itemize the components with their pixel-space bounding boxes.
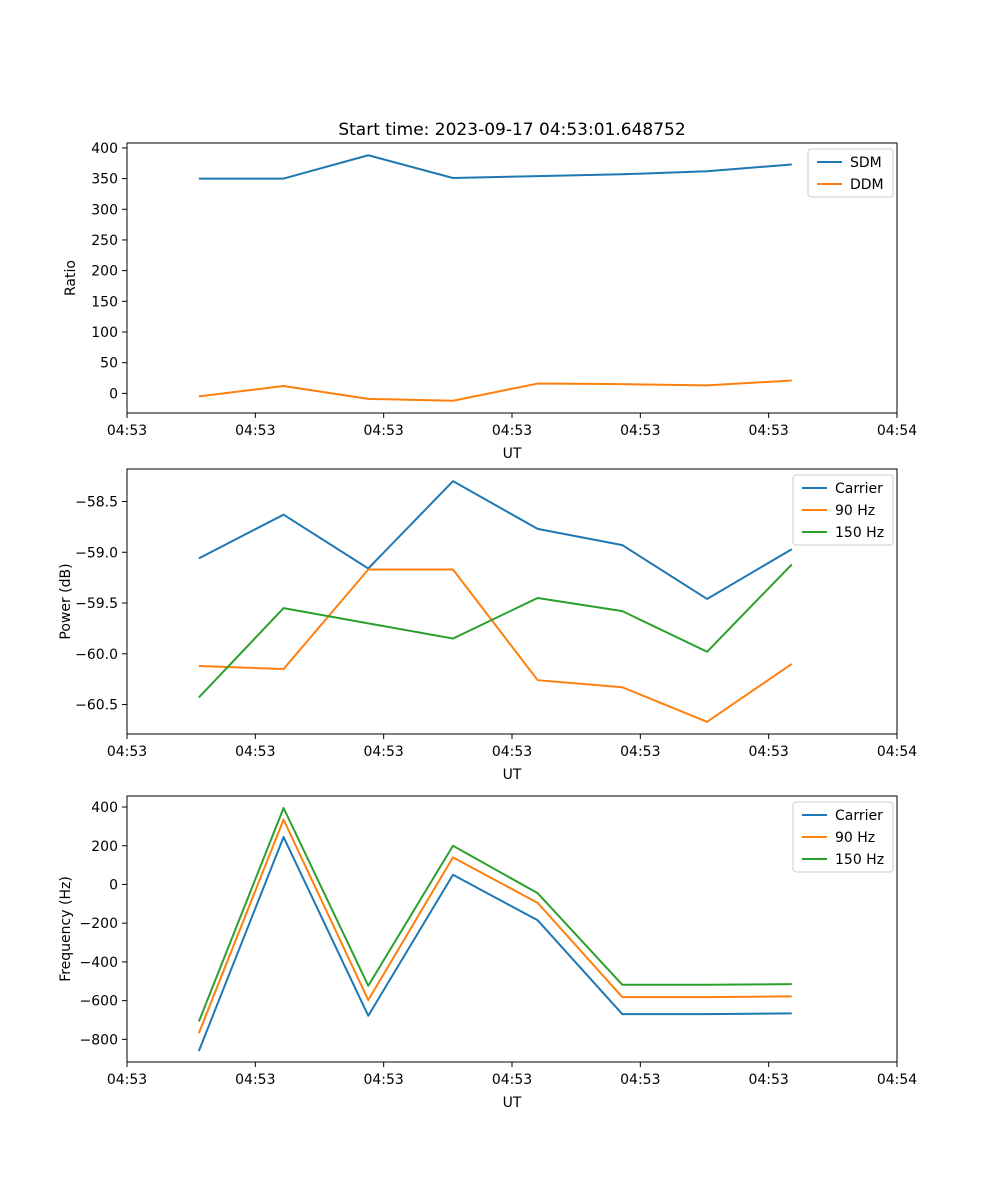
- x-tick-label: 04:53: [748, 744, 788, 760]
- figure-title: Start time: 2023-09-17 04:53:01.648752: [338, 120, 686, 140]
- x-tick-label: 04:53: [748, 423, 788, 439]
- x-tick-label: 04:54: [877, 744, 917, 760]
- legend-label: DDM: [850, 177, 884, 193]
- x-tick-label: 04:53: [620, 423, 660, 439]
- legend-label: Carrier: [835, 808, 883, 824]
- legend-box: [792, 801, 894, 873]
- y-tick-label: −59.0: [75, 545, 118, 561]
- legend-label: Carrier: [835, 481, 883, 497]
- y-tick-label: 0: [109, 386, 118, 402]
- y-tick-label: −200: [80, 916, 118, 932]
- ratio-chart: 04:53 04:53 04:53 04:53 04:53 04:53 04:54 0 50 10…: [63, 141, 917, 462]
- x-axis-label: UT: [503, 1095, 522, 1111]
- legend-label: 90 Hz: [835, 503, 875, 519]
- x-tick-label: 04:53: [107, 1072, 147, 1088]
- series-line-90-hz: [198, 568, 793, 723]
- series-line-150-hz: [197, 807, 792, 1022]
- series-line-90-hz: [197, 818, 792, 1034]
- x-tick-label: 04:53: [620, 1072, 660, 1088]
- y-tick-label: −60.5: [75, 698, 118, 714]
- y-tick-label: 100: [91, 325, 118, 341]
- ratio-chart-band: 04:53 04:53 04:53 04:53 04:53 04:53 04:54 0 50 10…: [0, 140, 1000, 466]
- series-line-carrier: [197, 836, 792, 1052]
- legend-label: 150 Hz: [835, 525, 884, 541]
- x-tick-label: 04:53: [492, 1072, 532, 1088]
- x-tick-label: 04:53: [620, 744, 660, 760]
- y-tick-label: −600: [80, 994, 118, 1010]
- x-tick-label: 04:53: [492, 744, 532, 760]
- x-tick-label: 04:53: [363, 423, 403, 439]
- frequency-chart: 04:53 04:53 04:53 04:53 04:53 04:53 04:54 400 20…: [58, 795, 917, 1111]
- x-tick-label: 04:53: [107, 423, 147, 439]
- y-tick-label: 400: [91, 800, 118, 816]
- y-tick-label: 400: [91, 141, 118, 157]
- power-chart-band: 04:53 04:53 04:53 04:53 04:53 04:53 04:54 −58.5…: [0, 466, 1000, 793]
- y-tick-label: 150: [91, 294, 118, 310]
- x-tick-label: 04:53: [363, 1072, 403, 1088]
- y-axis-label: Power (dB): [58, 563, 74, 639]
- y-tick-label: 250: [91, 233, 118, 249]
- series-line-150-hz: [198, 563, 793, 699]
- axes-box: [126, 142, 898, 414]
- x-tick-label: 04:53: [492, 423, 532, 439]
- x-tick-label: 04:53: [363, 744, 403, 760]
- x-tick-label: 04:54: [877, 1072, 917, 1088]
- x-axis-label: UT: [503, 446, 522, 462]
- x-tick-label: 04:53: [235, 1072, 275, 1088]
- legend-label: SDM: [850, 155, 882, 171]
- x-tick-label: 04:54: [877, 423, 917, 439]
- y-tick-label: 200: [91, 839, 118, 855]
- y-tick-label: −58.5: [75, 494, 118, 510]
- series-line-ddm: [198, 379, 792, 402]
- y-tick-label: 0: [109, 877, 118, 893]
- legend-label: 90 Hz: [835, 830, 875, 846]
- y-axis-label: Ratio: [63, 260, 79, 296]
- y-tick-label: −60.0: [75, 647, 118, 663]
- x-tick-label: 04:53: [748, 1072, 788, 1088]
- y-tick-label: 350: [91, 172, 118, 188]
- x-tick-label: 04:53: [107, 744, 147, 760]
- x-tick-label: 04:53: [235, 423, 275, 439]
- series-line-carrier: [198, 480, 793, 600]
- legend-label: 150 Hz: [835, 852, 884, 868]
- axes-box: [126, 468, 898, 735]
- power-chart: 04:53 04:53 04:53 04:53 04:53 04:53 04:54 −58.5…: [58, 468, 917, 783]
- y-tick-label: −800: [80, 1032, 118, 1048]
- y-tick-label: −59.5: [75, 596, 118, 612]
- series-line-sdm: [198, 154, 792, 180]
- x-tick-label: 04:53: [235, 744, 275, 760]
- y-tick-label: 300: [91, 202, 118, 218]
- y-tick-label: 50: [100, 356, 118, 372]
- x-axis-label: UT: [503, 767, 522, 783]
- axes-box: [126, 795, 898, 1063]
- legend-box: [792, 474, 894, 546]
- y-tick-label: −400: [80, 955, 118, 971]
- frequency-chart-band: 04:53 04:53 04:53 04:53 04:53 04:53 04:54 400 20…: [0, 793, 1000, 1123]
- y-axis-label: Frequency (Hz): [58, 876, 74, 982]
- y-tick-label: 200: [91, 264, 118, 280]
